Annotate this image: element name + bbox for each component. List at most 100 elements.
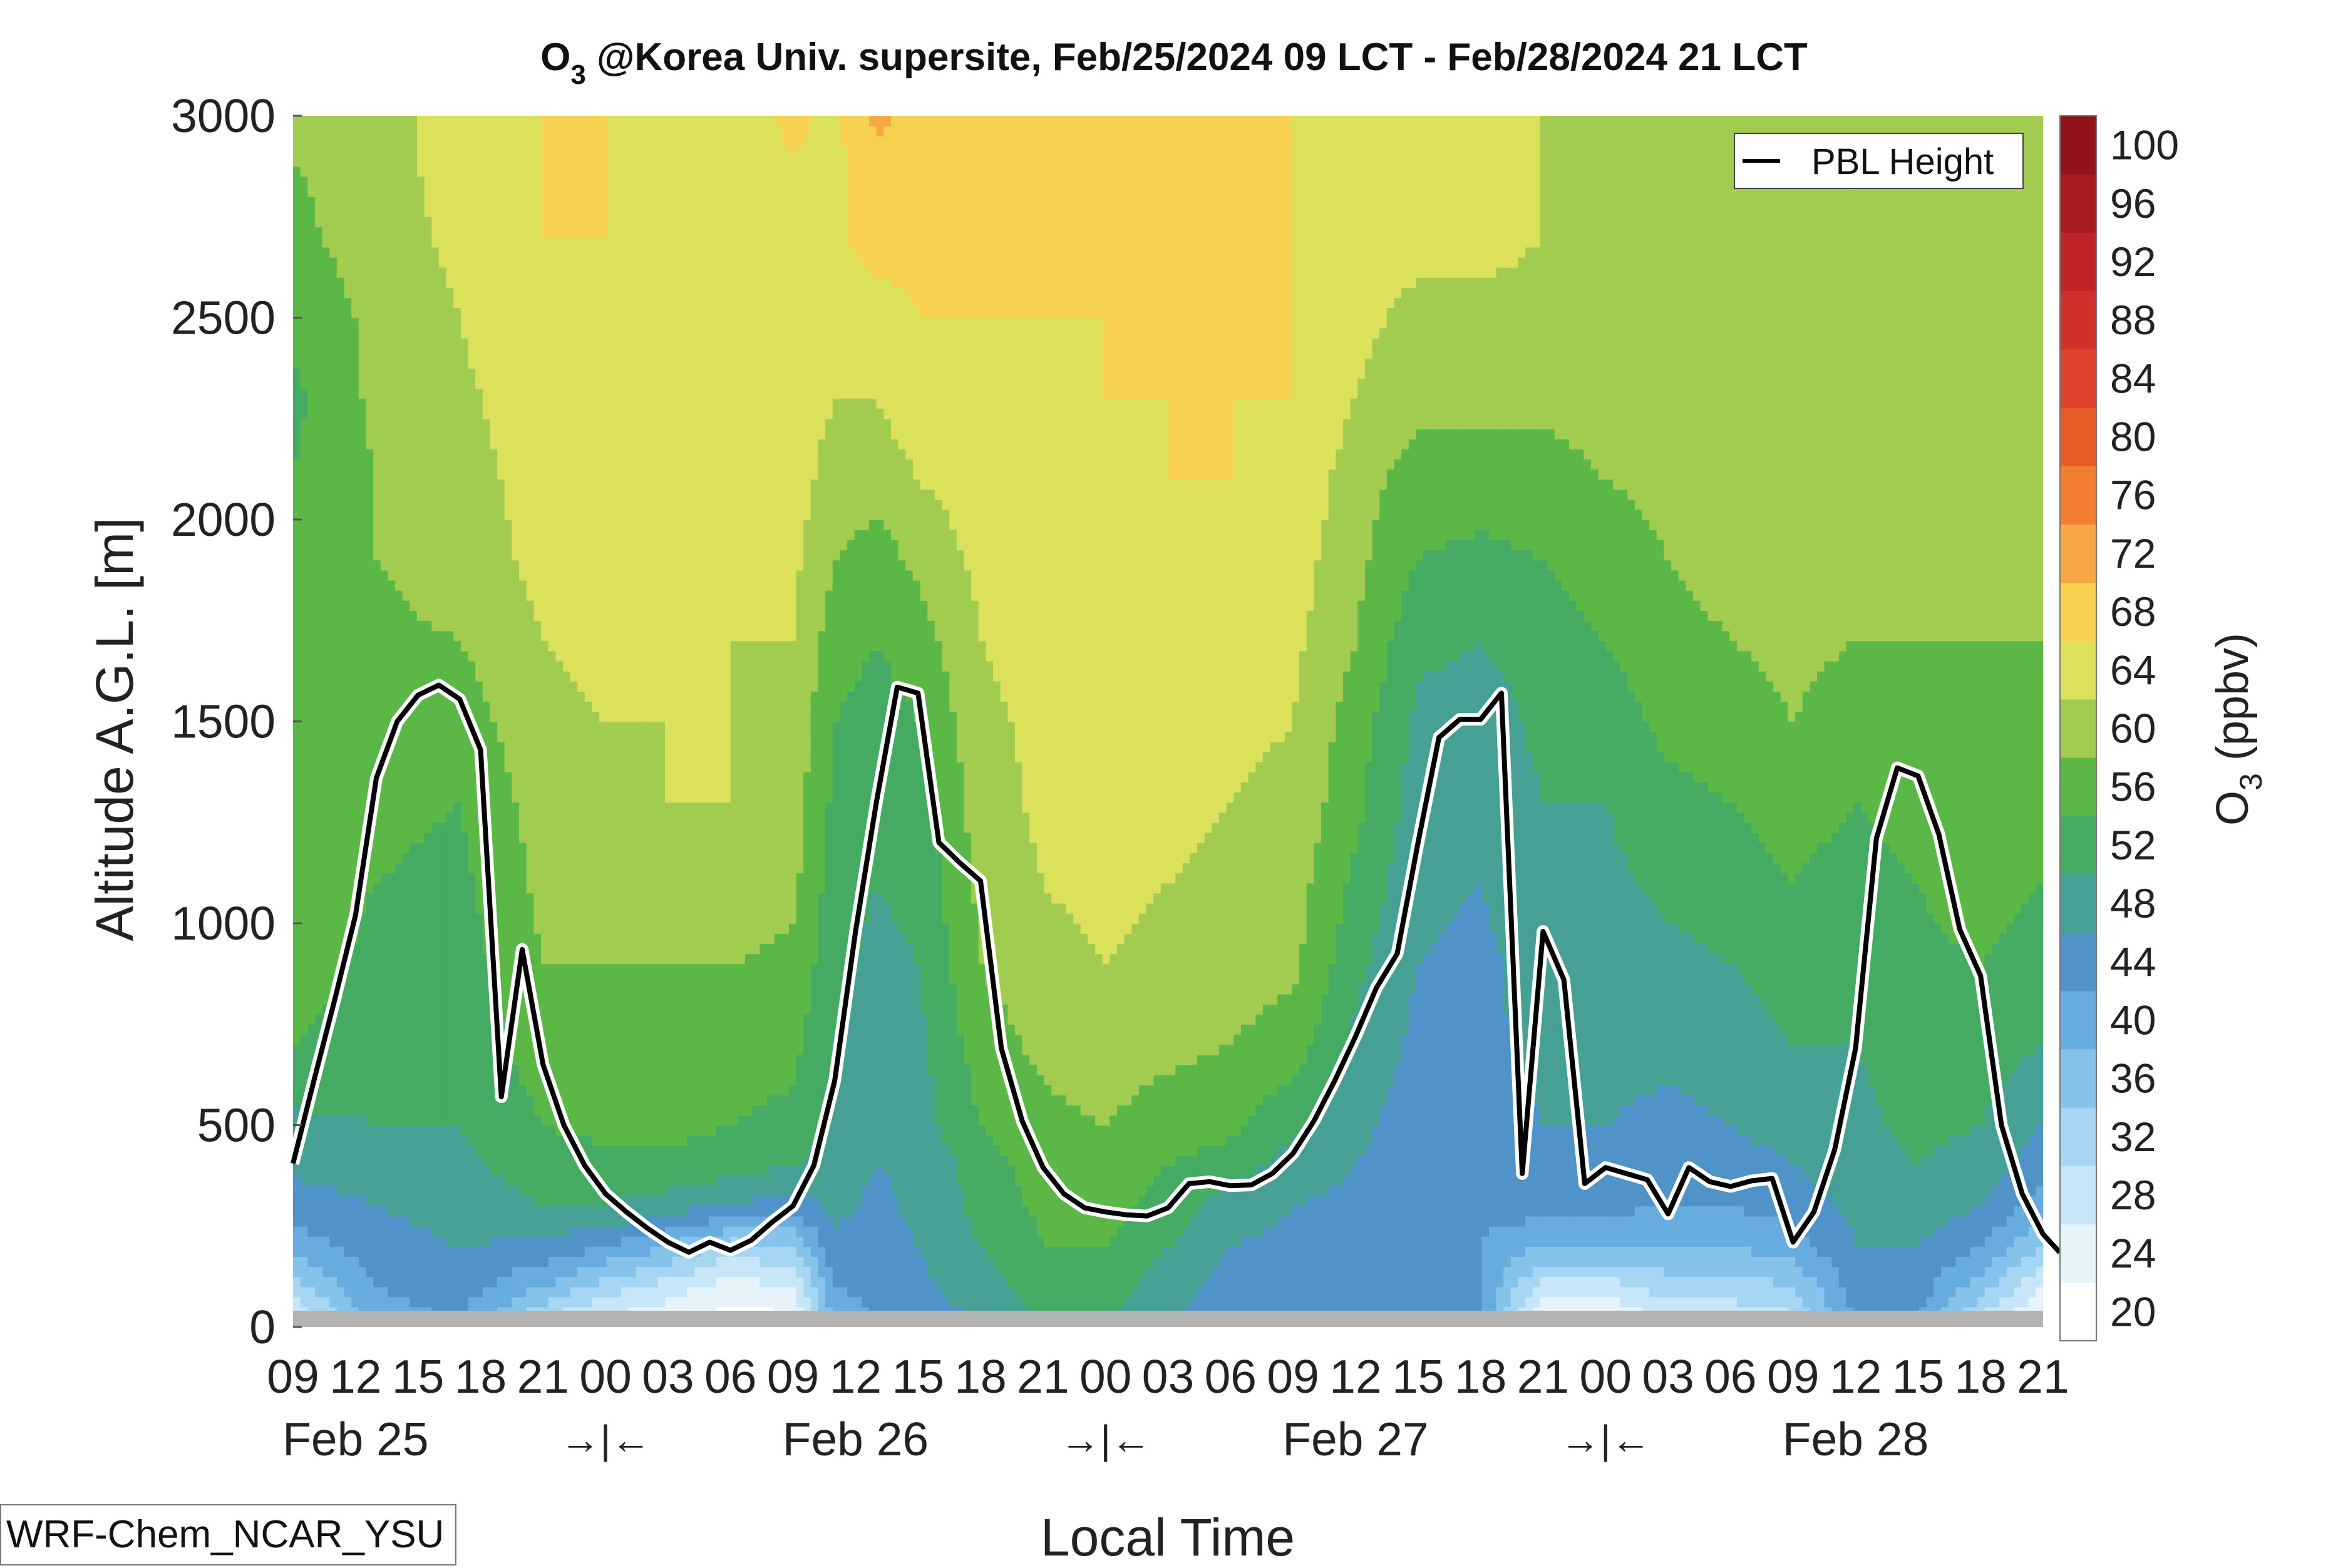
o3-cell — [351, 762, 359, 772]
o3-cell — [293, 863, 301, 874]
o3-cell — [293, 751, 301, 762]
o3-cell — [490, 802, 498, 813]
o3-cell — [388, 953, 396, 965]
o3-cell — [577, 257, 585, 268]
o3-cell — [358, 1216, 367, 1227]
o3-cell — [497, 327, 505, 339]
o3-cell — [402, 489, 411, 500]
o3-cell — [562, 550, 571, 561]
o3-cell — [584, 227, 593, 238]
o3-cell — [373, 1206, 381, 1217]
o3-cell — [307, 1296, 316, 1308]
o3-cell — [577, 832, 585, 843]
o3-cell — [570, 660, 578, 672]
o3-cell — [512, 913, 520, 924]
o3-cell — [416, 207, 425, 218]
o3-cell — [366, 509, 374, 520]
o3-cell — [336, 398, 345, 409]
o3-cell — [548, 691, 557, 702]
o3-cell — [322, 327, 331, 339]
o3-cell — [409, 337, 418, 349]
o3-cell — [468, 307, 476, 319]
o3-cell — [446, 197, 455, 207]
o3-cell — [351, 1095, 359, 1106]
o3-cell — [322, 721, 331, 732]
o3-cell — [570, 1186, 578, 1197]
o3-cell — [504, 227, 513, 238]
o3-cell — [395, 136, 403, 147]
o3-cell — [300, 428, 309, 439]
o3-cell — [351, 337, 359, 349]
o3-cell — [584, 469, 593, 480]
o3-cell — [314, 1014, 323, 1025]
o3-cell — [519, 530, 527, 541]
o3-cell — [373, 903, 381, 914]
o3-cell — [570, 600, 578, 611]
o3-cell — [468, 1044, 476, 1055]
o3-cell — [482, 267, 491, 278]
o3-cell — [300, 1034, 309, 1045]
o3-cell — [460, 943, 469, 955]
o3-cell — [490, 1276, 498, 1288]
o3-cell — [344, 267, 352, 278]
o3-cell — [402, 398, 411, 409]
o3-cell — [482, 166, 491, 177]
o3-cell — [540, 691, 549, 702]
o3-cell — [453, 1226, 461, 1237]
o3-cell — [336, 469, 345, 480]
o3-cell — [504, 287, 513, 299]
o3-cell — [329, 1266, 337, 1278]
o3-cell — [446, 166, 455, 177]
o3-cell — [307, 1135, 316, 1146]
o3-cell — [497, 721, 505, 732]
o3-cell — [366, 1004, 374, 1015]
o3-cell — [307, 560, 316, 571]
o3-cell — [540, 1166, 549, 1176]
o3-cell — [438, 580, 447, 591]
o3-cell — [424, 509, 433, 520]
o3-cell — [395, 983, 403, 995]
o3-cell — [512, 1236, 520, 1247]
o3-cell — [438, 762, 447, 772]
o3-cell — [314, 1115, 323, 1126]
o3-cell — [366, 943, 374, 955]
o3-cell — [504, 307, 513, 319]
o3-cell — [453, 469, 461, 480]
o3-cell — [307, 953, 316, 965]
o3-cell — [526, 610, 535, 622]
o3-cell — [490, 600, 498, 611]
o3-cell — [416, 449, 425, 460]
o3-cell — [300, 741, 309, 752]
o3-cell — [293, 691, 301, 702]
o3-cell — [548, 650, 557, 662]
o3-cell — [446, 550, 455, 561]
o3-cell — [322, 923, 331, 934]
o3-cell — [416, 509, 425, 520]
o3-cell — [562, 307, 571, 319]
o3-cell — [358, 327, 367, 339]
o3-cell — [446, 630, 455, 642]
o3-cell — [307, 943, 316, 955]
o3-cell — [424, 499, 433, 510]
o3-cell — [446, 358, 455, 369]
o3-cell — [570, 721, 578, 732]
o3-cell — [336, 1034, 345, 1045]
o3-cell — [409, 913, 418, 924]
o3-cell — [592, 620, 600, 632]
o3-cell — [548, 843, 557, 853]
o3-cell — [300, 832, 309, 843]
o3-cell — [322, 913, 331, 924]
o3-cell — [351, 1176, 359, 1187]
o3-cell — [446, 650, 455, 662]
o3-cell — [519, 660, 527, 672]
o3-cell — [562, 630, 571, 642]
o3-cell — [519, 1044, 527, 1055]
o3-cell — [562, 963, 571, 975]
o3-cell — [416, 186, 425, 197]
o3-cell — [329, 398, 337, 409]
o3-cell — [497, 297, 505, 309]
o3-cell — [395, 550, 403, 561]
o3-cell — [329, 600, 337, 611]
o3-cell — [409, 802, 418, 813]
o3-cell — [402, 287, 411, 299]
